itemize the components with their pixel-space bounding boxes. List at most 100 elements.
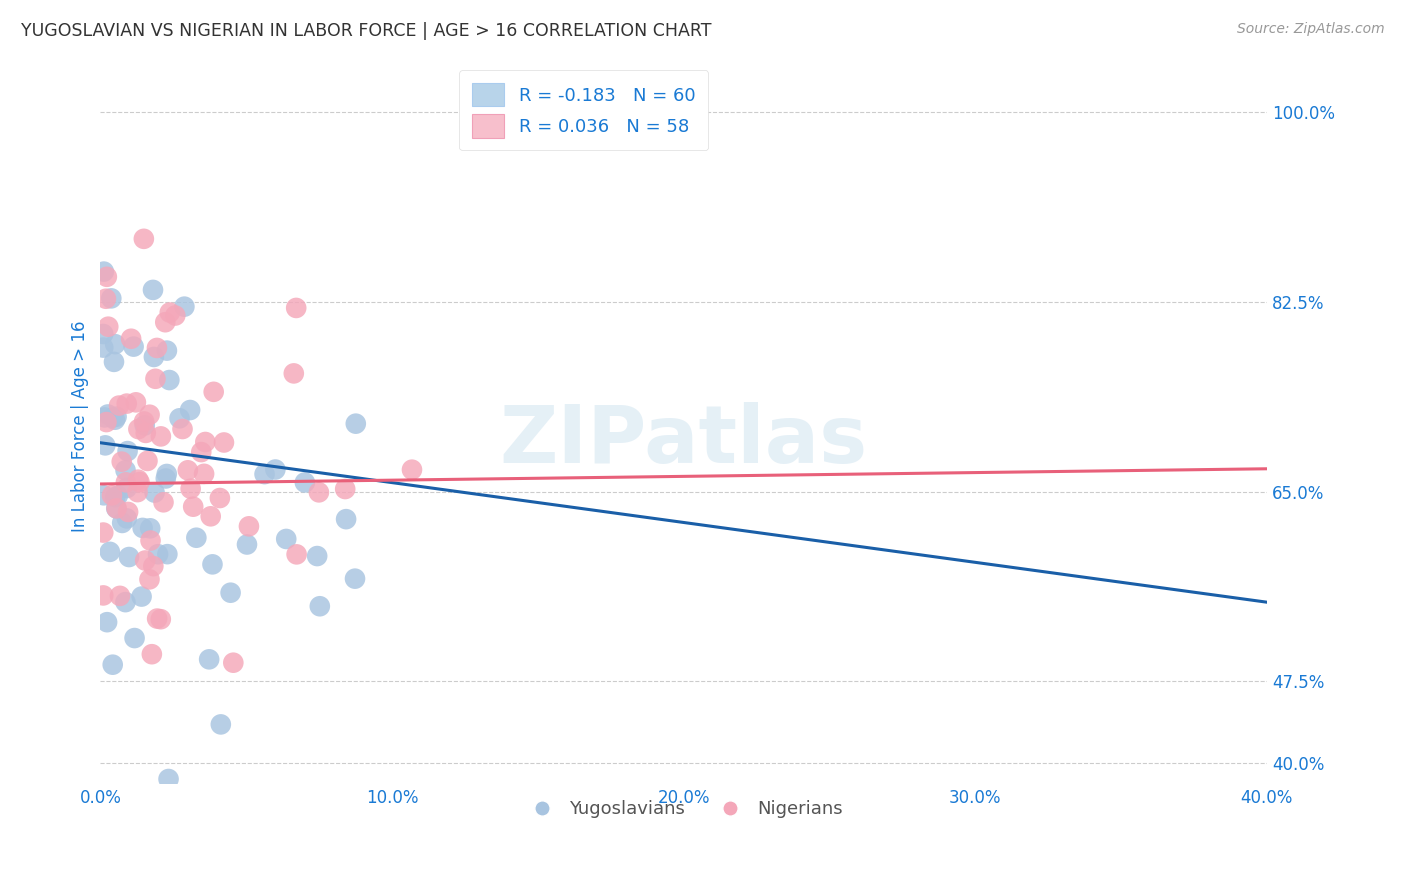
Point bbox=[152, 495, 174, 509]
Point bbox=[103, 355, 125, 369]
Point bbox=[294, 475, 316, 490]
Point bbox=[138, 408, 160, 422]
Point bbox=[169, 411, 191, 425]
Point bbox=[143, 485, 166, 500]
Point bbox=[156, 467, 179, 481]
Point bbox=[91, 589, 114, 603]
Point bbox=[107, 489, 129, 503]
Point bbox=[134, 414, 156, 428]
Point bbox=[101, 488, 124, 502]
Point bbox=[108, 399, 131, 413]
Point bbox=[111, 455, 134, 469]
Point bbox=[146, 611, 169, 625]
Y-axis label: In Labor Force | Age > 16: In Labor Force | Age > 16 bbox=[72, 321, 89, 533]
Point bbox=[122, 340, 145, 354]
Point bbox=[208, 491, 231, 505]
Point bbox=[172, 422, 194, 436]
Point bbox=[179, 403, 201, 417]
Point bbox=[93, 264, 115, 278]
Point bbox=[127, 485, 149, 500]
Point bbox=[104, 337, 127, 351]
Point bbox=[105, 501, 128, 516]
Point bbox=[146, 341, 169, 355]
Point bbox=[146, 547, 169, 561]
Point bbox=[253, 467, 276, 482]
Point bbox=[212, 435, 235, 450]
Point bbox=[276, 532, 298, 546]
Point bbox=[124, 631, 146, 645]
Point bbox=[115, 396, 138, 410]
Point bbox=[101, 410, 124, 425]
Point bbox=[335, 482, 357, 496]
Point bbox=[149, 429, 172, 443]
Point bbox=[114, 463, 136, 477]
Point bbox=[115, 511, 138, 525]
Point bbox=[194, 435, 217, 450]
Point bbox=[111, 516, 134, 530]
Point bbox=[202, 384, 225, 399]
Point bbox=[96, 615, 118, 630]
Point bbox=[193, 467, 215, 481]
Point bbox=[97, 408, 120, 422]
Point bbox=[201, 558, 224, 572]
Point bbox=[139, 533, 162, 548]
Point bbox=[343, 572, 366, 586]
Point bbox=[200, 509, 222, 524]
Point bbox=[198, 652, 221, 666]
Point bbox=[344, 417, 367, 431]
Point bbox=[238, 519, 260, 533]
Point bbox=[101, 657, 124, 672]
Point bbox=[190, 445, 212, 459]
Point bbox=[209, 717, 232, 731]
Point bbox=[181, 500, 204, 514]
Point bbox=[177, 463, 200, 477]
Point bbox=[104, 413, 127, 427]
Point bbox=[115, 475, 138, 490]
Point bbox=[94, 292, 117, 306]
Point bbox=[180, 482, 202, 496]
Point bbox=[91, 341, 114, 355]
Point bbox=[283, 367, 305, 381]
Point bbox=[165, 309, 187, 323]
Point bbox=[125, 395, 148, 409]
Text: ZIPatlas: ZIPatlas bbox=[499, 401, 868, 480]
Point bbox=[134, 553, 156, 567]
Point bbox=[91, 326, 114, 341]
Point bbox=[149, 612, 172, 626]
Point bbox=[219, 585, 242, 599]
Legend: Yugoslavians, Nigerians: Yugoslavians, Nigerians bbox=[517, 793, 851, 825]
Point bbox=[264, 462, 287, 476]
Point bbox=[93, 488, 115, 502]
Point bbox=[131, 590, 153, 604]
Point bbox=[285, 547, 308, 561]
Point bbox=[141, 647, 163, 661]
Point bbox=[97, 319, 120, 334]
Point bbox=[127, 422, 149, 436]
Point bbox=[139, 521, 162, 535]
Point bbox=[127, 473, 149, 487]
Point bbox=[136, 454, 159, 468]
Point bbox=[285, 301, 308, 315]
Point bbox=[401, 463, 423, 477]
Point bbox=[105, 409, 128, 424]
Point bbox=[132, 232, 155, 246]
Point bbox=[131, 521, 153, 535]
Point bbox=[114, 595, 136, 609]
Point bbox=[91, 525, 114, 540]
Point bbox=[104, 490, 127, 504]
Point bbox=[98, 545, 121, 559]
Point bbox=[94, 438, 117, 452]
Text: Source: ZipAtlas.com: Source: ZipAtlas.com bbox=[1237, 22, 1385, 37]
Point bbox=[118, 549, 141, 564]
Point bbox=[157, 373, 180, 387]
Point bbox=[155, 471, 177, 485]
Point bbox=[145, 372, 167, 386]
Point bbox=[96, 269, 118, 284]
Point bbox=[236, 537, 259, 551]
Point bbox=[222, 656, 245, 670]
Point bbox=[142, 559, 165, 574]
Point bbox=[96, 415, 118, 429]
Point bbox=[93, 410, 115, 425]
Point bbox=[142, 350, 165, 364]
Point bbox=[105, 501, 128, 516]
